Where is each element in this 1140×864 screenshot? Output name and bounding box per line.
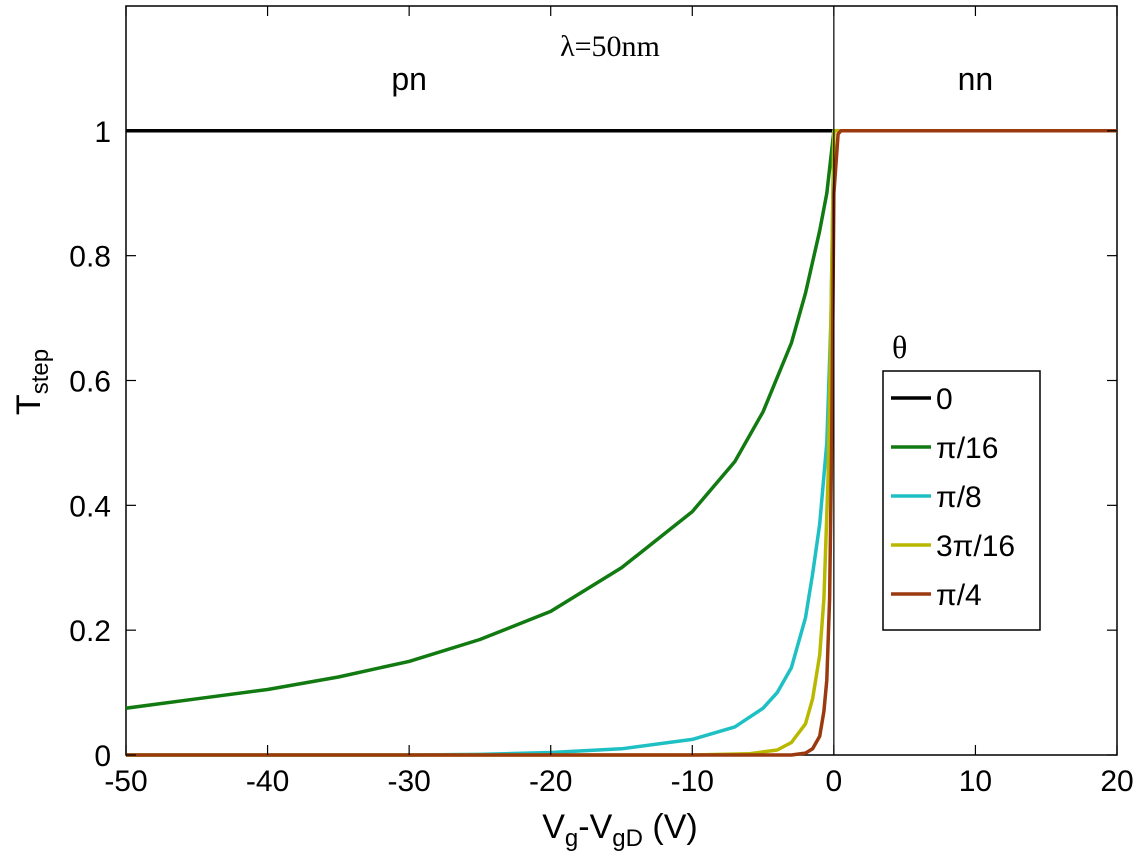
legend-label: π/4 <box>936 579 982 612</box>
legend-box <box>882 370 1041 631</box>
legend-items: 0 π/16 π/8 3π/16 π/4 <box>891 383 1015 612</box>
x-tick-label: 0 <box>826 765 843 798</box>
region-label-pn: pn <box>391 61 427 97</box>
y-tick-label: 0 <box>94 740 111 773</box>
legend-label: 0 <box>936 383 953 416</box>
y-tick-label: 1 <box>94 116 111 149</box>
y-tick-label: 0.6 <box>69 366 111 399</box>
annotation-lambda: λ=50nm <box>560 30 660 63</box>
series-line-4 <box>126 129 1117 757</box>
legend-title: θ <box>892 329 907 365</box>
legend: θ 0 π/16 π/8 3π/16 π/4 <box>882 329 1041 631</box>
x-tick-label: -40 <box>246 765 289 798</box>
legend-label: π/8 <box>936 481 982 514</box>
x-tick-label: -10 <box>671 765 714 798</box>
legend-label: π/16 <box>936 432 998 465</box>
y-tick-label: 0.4 <box>69 490 111 523</box>
y-tick-label: 0.8 <box>69 241 111 274</box>
series-layer <box>125 129 1117 757</box>
y-tick-label: 0.2 <box>69 615 111 648</box>
legend-label: 3π/16 <box>936 530 1015 563</box>
y-axis-label: Tstep <box>10 349 54 415</box>
region-label-nn: nn <box>958 61 994 97</box>
x-axis-label: Vg-VgD (V) <box>542 808 698 852</box>
ticks-layer: -50 -40 -30 -20 -10 0 10 20 0 0.2 0.4 0.6 0.8 1 <box>69 6 1134 798</box>
x-tick-label: -30 <box>387 765 430 798</box>
x-tick-label: 10 <box>959 765 992 798</box>
x-tick-label: -50 <box>104 765 147 798</box>
x-tick-label: 20 <box>1100 765 1133 798</box>
x-tick-label: -20 <box>529 765 572 798</box>
